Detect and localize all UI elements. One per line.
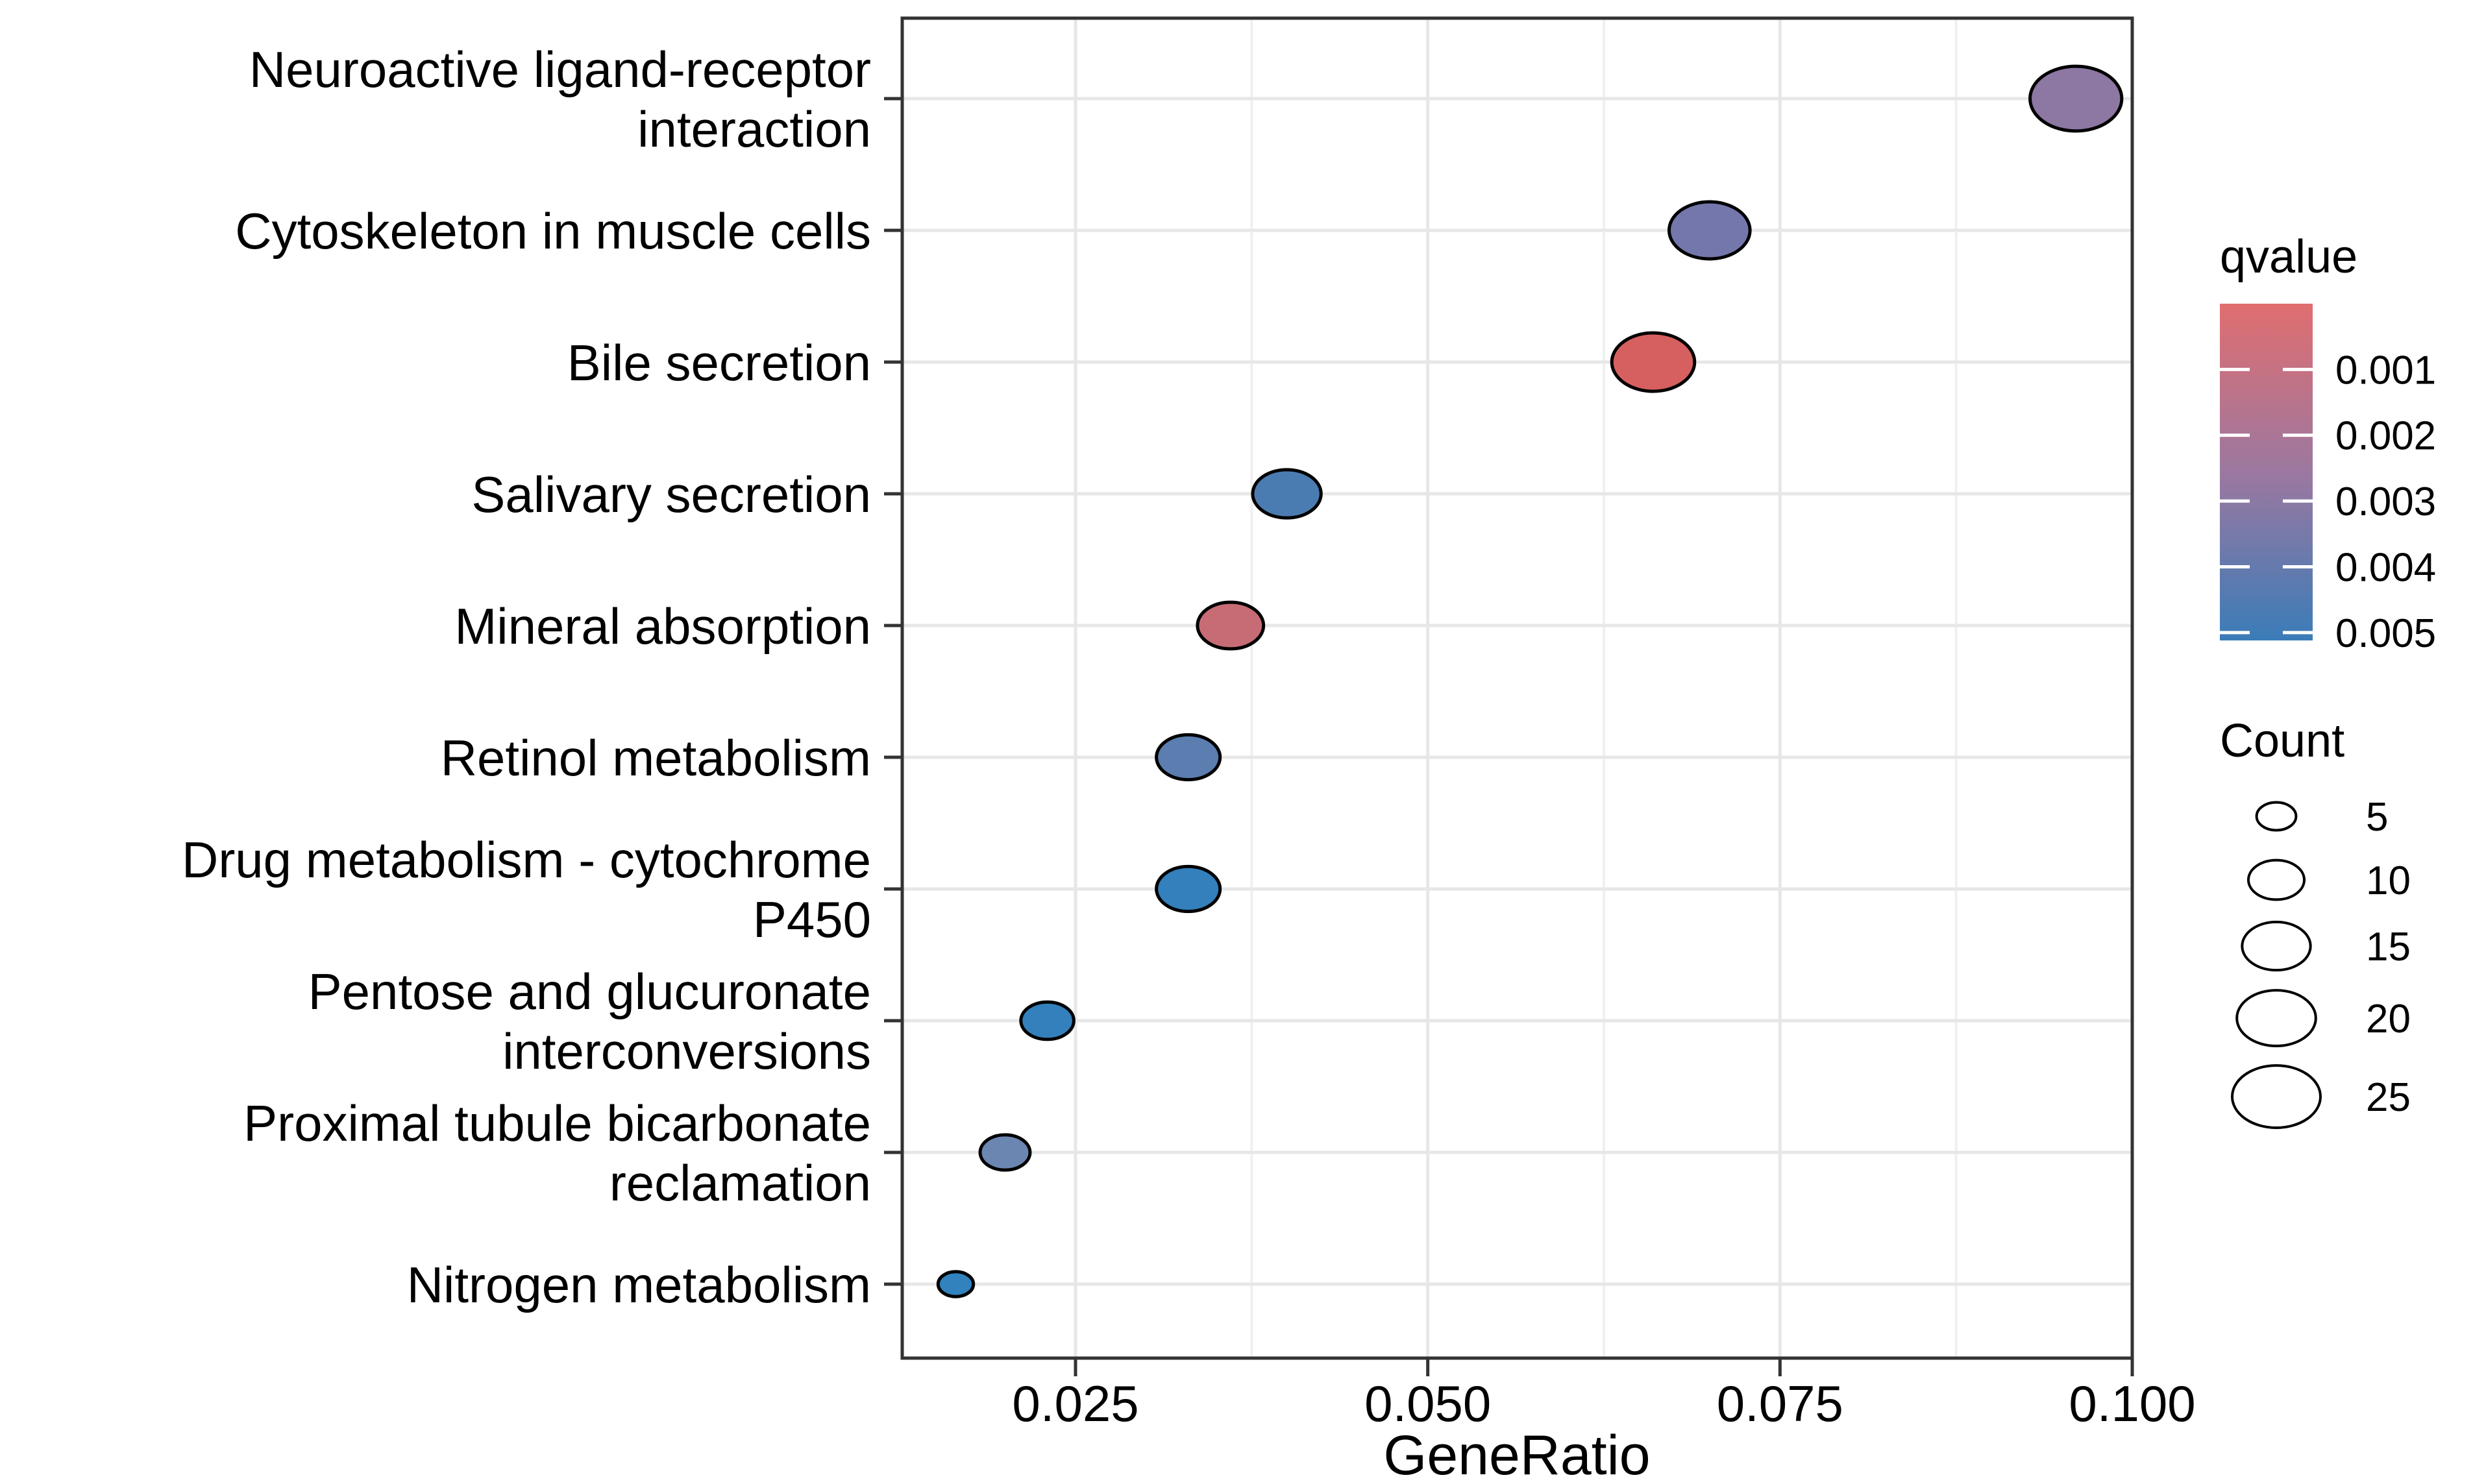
- x-axis-title: GeneRatio: [1383, 1424, 1650, 1484]
- qvalue-gradient-bar: [2220, 304, 2313, 640]
- panel-gridlines: [902, 18, 2134, 1358]
- count-legend-key: [2246, 858, 2306, 901]
- count-legend-label: 20: [2366, 997, 2411, 1041]
- qvalue-legend-label: 0.005: [2335, 611, 2436, 656]
- data-points: [936, 64, 2124, 1298]
- y-axis-label-line: Drug metabolism - cytochrome: [182, 831, 871, 888]
- y-axis-label: Mineral absorption: [454, 598, 871, 655]
- y-axis-label: Proximal tubule bicarbonate reclamation: [243, 1095, 871, 1211]
- y-axis-label: Nitrogen metabolism: [407, 1256, 871, 1313]
- x-axis-tick-label: 0.075: [1717, 1375, 1843, 1432]
- count-legend-keys: [2231, 801, 2322, 1129]
- count-legend-key: [2235, 989, 2317, 1047]
- y-axis-label: Drug metabolism - cytochrome P450: [182, 831, 871, 948]
- qvalue-color-legend: qvalue 0.001 0.002 0.003 0.004 0.005: [2220, 231, 2436, 656]
- count-legend-key: [2231, 1064, 2322, 1129]
- data-point: [1251, 468, 1323, 520]
- y-axis-label-line: reclamation: [609, 1154, 871, 1211]
- qvalue-legend-ticks: [2220, 367, 2313, 635]
- qvalue-legend-label: 0.003: [2335, 480, 2436, 524]
- data-point: [2028, 64, 2124, 133]
- x-axis-tick-label: 0.100: [2069, 1375, 2195, 1432]
- data-point: [1667, 200, 1752, 261]
- y-axis-label: Salivary secretion: [471, 466, 871, 523]
- y-axis-label: Cytoskeleton in muscle cells: [235, 202, 871, 260]
- qvalue-legend-label: 0.002: [2335, 414, 2436, 459]
- x-axis-tick-label: 0.025: [1012, 1375, 1138, 1432]
- count-legend-label: 5: [2366, 795, 2388, 840]
- y-axis-label-line: interconversions: [502, 1023, 871, 1080]
- x-axis-tick-labels: 0.025 0.050 0.075 0.100: [1012, 1375, 2195, 1432]
- qvalue-legend-labels: 0.001 0.002 0.003 0.004 0.005: [2335, 348, 2436, 655]
- qvalue-legend-label: 0.001: [2335, 348, 2436, 393]
- y-axis-label-line: P450: [753, 891, 871, 948]
- count-legend-label: 10: [2366, 858, 2411, 903]
- count-legend-key: [2241, 920, 2312, 972]
- count-legend-label: 25: [2366, 1075, 2411, 1120]
- y-axis-label-line: Proximal tubule bicarbonate: [243, 1095, 871, 1152]
- count-legend-label: 15: [2366, 925, 2411, 969]
- color-legend-title: qvalue: [2220, 231, 2357, 283]
- y-axis-label: Bile secretion: [567, 334, 871, 391]
- panel-border: [900, 16, 2134, 1360]
- y-axis-label: Neuroactive ligand-receptor interaction: [249, 41, 871, 158]
- data-point: [1610, 331, 1697, 393]
- y-axis-label: Retinol metabolism: [441, 729, 871, 786]
- data-point: [978, 1133, 1032, 1172]
- data-point: [1019, 1000, 1076, 1041]
- data-point: [1155, 864, 1222, 914]
- data-point: [1155, 733, 1222, 782]
- axis-ticks: [884, 97, 2134, 1376]
- x-axis-tick-label: 0.050: [1364, 1375, 1491, 1432]
- size-legend-title: Count: [2220, 715, 2344, 767]
- y-axis-label-line: Neuroactive ligand-receptor: [249, 41, 871, 98]
- count-size-legend: Count 5 10 15 20 25: [2220, 715, 2411, 1129]
- qvalue-legend-label: 0.004: [2335, 545, 2436, 590]
- y-axis-labels: Neuroactive ligand-receptor interaction Cy…: [182, 41, 871, 1313]
- y-axis-label-line: Pentose and glucuronate: [308, 963, 871, 1020]
- y-axis-label-line: interaction: [637, 101, 871, 158]
- count-legend-key: [2255, 801, 2298, 832]
- count-legend-labels: 5 10 15 20 25: [2366, 795, 2411, 1120]
- y-axis-label: Pentose and glucuronate interconversions: [308, 963, 871, 1080]
- data-point: [1196, 600, 1266, 651]
- data-point: [936, 1270, 976, 1298]
